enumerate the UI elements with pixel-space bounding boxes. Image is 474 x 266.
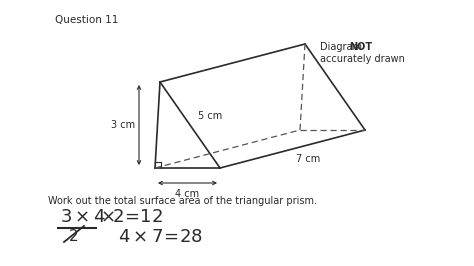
Text: $\times\!\mathit{2}\!=\!12$: $\times\!\mathit{2}\!=\!12$ <box>100 208 163 226</box>
Text: 7 cm: 7 cm <box>297 154 321 164</box>
Text: 3 cm: 3 cm <box>111 120 135 130</box>
Text: Work out the total surface area of the triangular prism.: Work out the total surface area of the t… <box>48 196 317 206</box>
Text: 4 cm: 4 cm <box>175 189 200 199</box>
Text: accurately drawn: accurately drawn <box>320 54 405 64</box>
Text: $4\times7\!=\!28$: $4\times7\!=\!28$ <box>118 228 203 246</box>
Text: $2$: $2$ <box>68 228 78 244</box>
Text: Diagram: Diagram <box>320 42 365 52</box>
Text: 5 cm: 5 cm <box>198 111 222 121</box>
Text: $3\times4$: $3\times4$ <box>60 208 106 226</box>
Text: Question 11: Question 11 <box>55 15 118 25</box>
Text: NOT: NOT <box>349 42 372 52</box>
